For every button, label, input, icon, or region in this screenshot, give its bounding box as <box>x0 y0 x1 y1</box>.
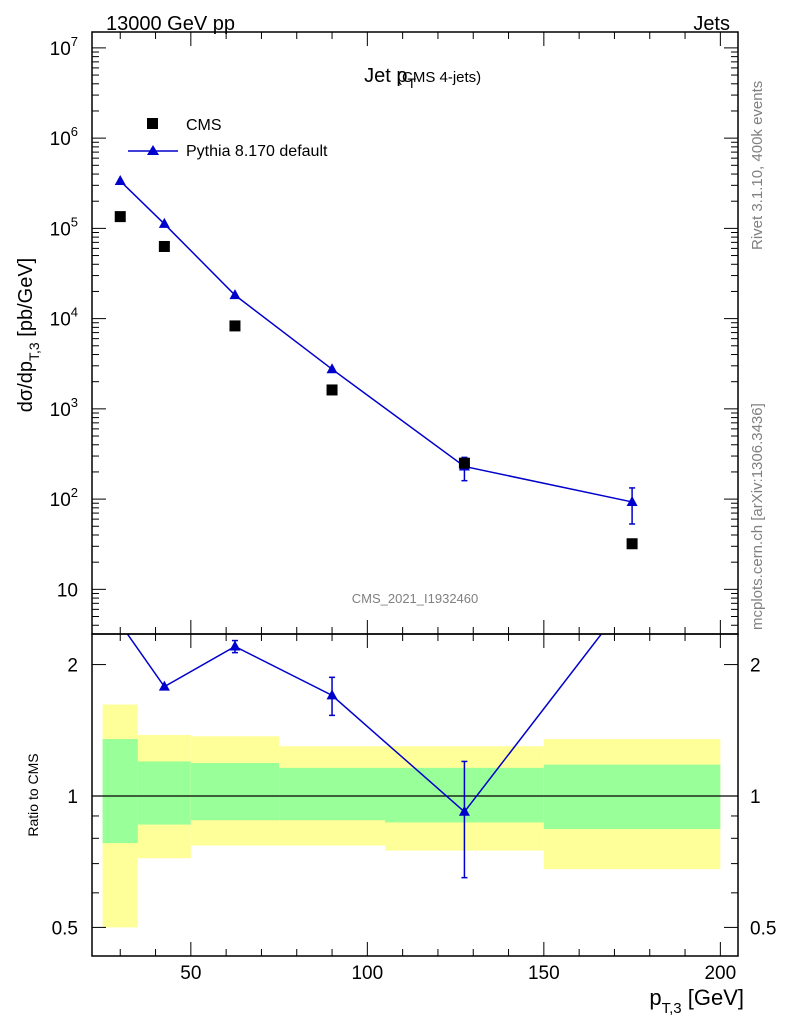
legend-marker-pythia <box>147 145 159 155</box>
main-y-tick-label: 105 <box>50 214 78 240</box>
ratio-y-tick-label-right: 2 <box>750 656 761 677</box>
cms-point <box>229 320 241 332</box>
ratio-y-tick-label-right: 1 <box>750 787 761 808</box>
main-y-tick-label: 103 <box>50 395 78 421</box>
ratio-y-tick-label-left: 0.5 <box>52 918 78 939</box>
legend-label-cms: CMS <box>186 117 222 134</box>
cms-point <box>114 211 126 223</box>
main-y-tick-label: 102 <box>50 485 78 511</box>
header-left: 13000 GeV pp <box>106 13 235 35</box>
pythia-point <box>626 495 638 506</box>
ratio-panel-frame <box>91 633 739 957</box>
ratio-pythia-point <box>229 640 241 651</box>
pythia-point <box>114 174 126 185</box>
ratio-band-inner <box>190 763 280 821</box>
x-tick-label: 200 <box>704 963 736 984</box>
main-y-tick-label: 10 <box>57 580 78 601</box>
plot-title-extra: (CMS 4-jets) <box>397 69 481 86</box>
ratio-series <box>126 634 603 879</box>
ratio-pythia-point <box>158 680 170 691</box>
main-y-tick-label: 104 <box>50 305 78 331</box>
pythia-line <box>119 180 633 503</box>
ratio-uncertainty-bands <box>92 704 738 928</box>
header-right: Jets <box>693 13 730 35</box>
x-tick-label: 50 <box>180 963 201 984</box>
analysis-watermark: CMS_2021_I1932460 <box>352 591 479 606</box>
ratio-band-inner <box>102 739 138 844</box>
main-y-tick-label: 107 <box>50 34 78 60</box>
main-axis-ticks: 10 102 103 104 105 106 107 <box>50 32 738 634</box>
x-tick-label: 150 <box>528 963 560 984</box>
ratio-y-axis-label: Ratio to CMS <box>25 753 41 836</box>
ratio-pythia-point <box>458 805 470 816</box>
mcplots-reference-label: mcplots.cern.ch [arXiv:1306.3436] <box>749 403 766 630</box>
cms-point <box>326 384 338 396</box>
ratio-band-inner <box>279 767 385 821</box>
legend: CMS Pythia 8.170 default <box>128 117 328 160</box>
cms-point <box>158 240 170 252</box>
x-tick-label: 100 <box>351 963 383 984</box>
rivet-version-label: Rivet 3.1.10, 400k events <box>749 81 766 250</box>
ratio-band-inner <box>137 761 191 825</box>
x-axis-label: pT,3 [GeV] <box>649 985 744 1017</box>
ratio-pythia-group <box>126 634 603 879</box>
legend-marker-cms <box>147 118 158 129</box>
ratio-pythia-line <box>126 634 603 813</box>
pythia-point <box>229 289 241 300</box>
ratio-y-tick-label-right: 0.5 <box>750 918 776 939</box>
main-series <box>114 174 638 550</box>
legend-label-pythia: Pythia 8.170 default <box>186 143 328 160</box>
ratio-y-tick-label-left: 1 <box>67 787 78 808</box>
pythia-point <box>158 217 170 228</box>
ratio-y-tick-label-left: 2 <box>67 656 78 677</box>
cms-point <box>458 457 470 469</box>
ratio-band-inner <box>543 764 721 830</box>
ratio-pythia-point <box>326 689 338 700</box>
plot-title: Jet pT <box>364 65 416 91</box>
pythia-point <box>326 363 338 374</box>
ratio-axis-ticks: 0.5 0.5 1 1 2 2 50 100 150 200 <box>52 634 776 984</box>
cms-point <box>626 538 638 550</box>
main-y-axis-label: dσ/dpT,3 [pb/GeV] <box>15 258 42 412</box>
main-y-tick-label: 106 <box>50 124 78 150</box>
